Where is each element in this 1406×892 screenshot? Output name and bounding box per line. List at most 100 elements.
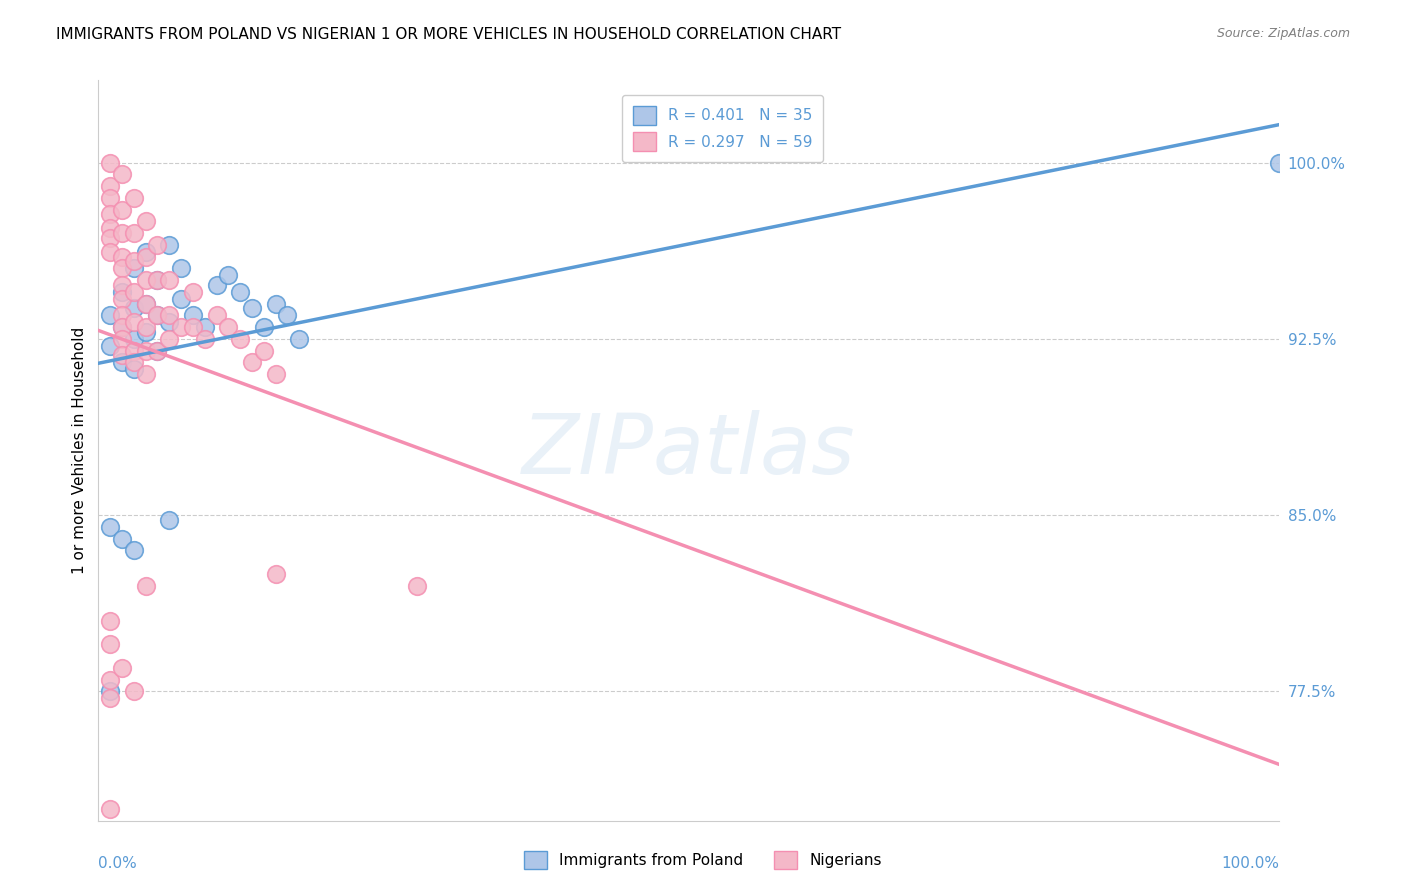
- Point: [111, 226, 134, 240]
- Point: [122, 254, 145, 268]
- Point: [111, 250, 134, 264]
- Point: [122, 301, 145, 316]
- Point: [288, 332, 311, 346]
- Point: [98, 221, 121, 235]
- Point: [264, 566, 287, 581]
- Point: [229, 332, 252, 346]
- Point: [157, 273, 180, 287]
- Point: [253, 343, 276, 358]
- Point: [111, 167, 134, 181]
- Point: [157, 308, 180, 322]
- Point: [111, 355, 134, 369]
- Point: [264, 296, 287, 310]
- Point: [181, 320, 204, 334]
- Y-axis label: 1 or more Vehicles in Household: 1 or more Vehicles in Household: [72, 326, 87, 574]
- Point: [98, 308, 121, 322]
- Point: [122, 332, 145, 346]
- Point: [135, 367, 157, 381]
- Point: [111, 320, 134, 334]
- Point: [111, 661, 134, 675]
- Point: [111, 332, 134, 346]
- Point: [122, 355, 145, 369]
- Point: [98, 520, 121, 534]
- Point: [135, 244, 157, 259]
- Text: IMMIGRANTS FROM POLAND VS NIGERIAN 1 OR MORE VEHICLES IN HOUSEHOLD CORRELATION C: IMMIGRANTS FROM POLAND VS NIGERIAN 1 OR …: [56, 27, 841, 42]
- Point: [146, 343, 169, 358]
- Point: [98, 244, 121, 259]
- Text: 100.0%: 100.0%: [1222, 856, 1279, 871]
- Point: [135, 296, 157, 310]
- Point: [194, 332, 217, 346]
- Point: [181, 308, 204, 322]
- Point: [181, 285, 204, 299]
- Point: [98, 155, 121, 169]
- Point: [122, 684, 145, 698]
- Point: [146, 308, 169, 322]
- Point: [240, 301, 263, 316]
- Point: [205, 308, 228, 322]
- Point: [146, 273, 169, 287]
- Point: [98, 691, 121, 706]
- Point: [111, 202, 134, 217]
- Point: [135, 214, 157, 228]
- Point: [122, 543, 145, 558]
- Point: [111, 261, 134, 276]
- Point: [122, 285, 145, 299]
- Point: [135, 343, 157, 358]
- Point: [157, 237, 180, 252]
- Point: [135, 320, 157, 334]
- Point: [111, 292, 134, 306]
- Point: [146, 237, 169, 252]
- Point: [146, 273, 169, 287]
- Point: [98, 339, 121, 353]
- Point: [170, 320, 193, 334]
- Legend: R = 0.401   N = 35, R = 0.297   N = 59: R = 0.401 N = 35, R = 0.297 N = 59: [621, 95, 823, 161]
- Text: 0.0%: 0.0%: [98, 856, 138, 871]
- Point: [122, 343, 145, 358]
- Point: [406, 579, 429, 593]
- Point: [98, 179, 121, 194]
- Point: [157, 332, 180, 346]
- Point: [98, 207, 121, 221]
- Point: [98, 637, 121, 651]
- Point: [98, 614, 121, 628]
- Point: [276, 308, 298, 322]
- Point: [157, 513, 180, 527]
- Point: [229, 285, 252, 299]
- Point: [135, 250, 157, 264]
- Point: [98, 802, 121, 816]
- Point: [111, 348, 134, 362]
- Legend: Immigrants from Poland, Nigerians: Immigrants from Poland, Nigerians: [519, 845, 887, 875]
- Point: [111, 308, 134, 322]
- Point: [1268, 155, 1291, 169]
- Point: [122, 261, 145, 276]
- Point: [135, 296, 157, 310]
- Point: [122, 315, 145, 329]
- Point: [135, 325, 157, 339]
- Point: [111, 532, 134, 546]
- Point: [205, 277, 228, 292]
- Point: [98, 191, 121, 205]
- Point: [122, 226, 145, 240]
- Point: [111, 320, 134, 334]
- Point: [111, 285, 134, 299]
- Point: [98, 684, 121, 698]
- Point: [98, 673, 121, 687]
- Point: [194, 320, 217, 334]
- Point: [146, 308, 169, 322]
- Point: [240, 355, 263, 369]
- Point: [217, 268, 239, 283]
- Point: [111, 277, 134, 292]
- Text: Source: ZipAtlas.com: Source: ZipAtlas.com: [1216, 27, 1350, 40]
- Point: [264, 367, 287, 381]
- Point: [122, 362, 145, 376]
- Point: [98, 231, 121, 245]
- Point: [146, 343, 169, 358]
- Point: [135, 579, 157, 593]
- Text: ZIPatlas: ZIPatlas: [522, 410, 856, 491]
- Point: [217, 320, 239, 334]
- Point: [122, 191, 145, 205]
- Point: [253, 320, 276, 334]
- Point: [135, 273, 157, 287]
- Point: [170, 261, 193, 276]
